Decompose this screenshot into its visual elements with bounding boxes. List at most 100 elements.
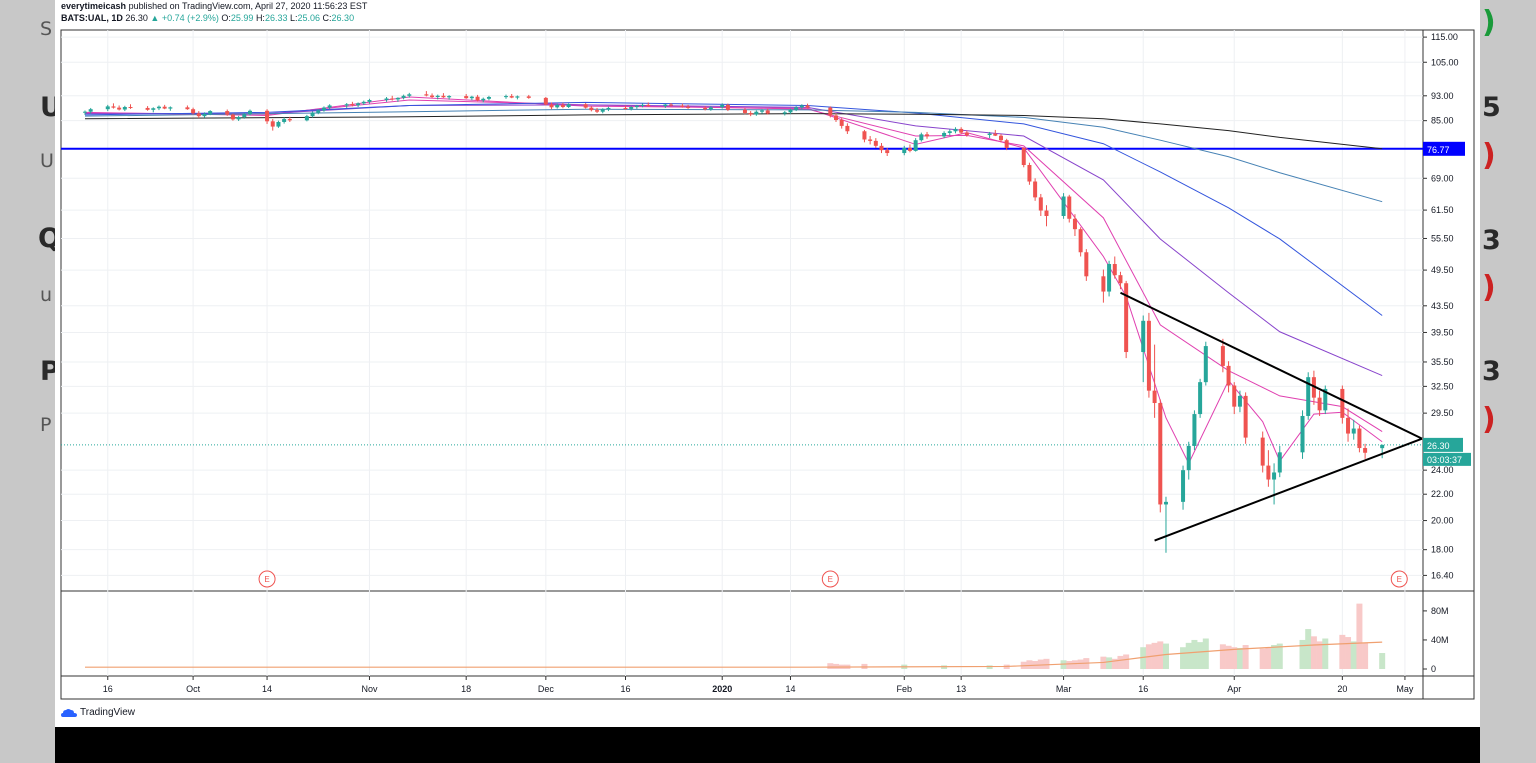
candle-body	[236, 117, 241, 120]
volume-bar	[1071, 660, 1078, 669]
candle	[1260, 431, 1265, 473]
bg-fragment: u	[40, 284, 53, 306]
candle	[191, 107, 196, 115]
candle-body	[862, 131, 867, 140]
candle-body	[247, 110, 252, 115]
volume-bar	[1305, 629, 1312, 669]
candle-body	[1380, 444, 1385, 449]
candle	[1112, 256, 1117, 279]
bg-fragment: P	[40, 414, 52, 436]
candle	[276, 120, 281, 128]
volume-bar	[1316, 641, 1323, 669]
candle	[799, 104, 804, 110]
candle	[885, 147, 890, 156]
candle-body	[1146, 320, 1151, 391]
candle-body	[947, 131, 952, 133]
candle-body	[105, 106, 110, 110]
candle	[202, 112, 207, 118]
candle	[919, 132, 924, 142]
candle-body	[202, 113, 207, 117]
y-tick-label: 69.00	[1431, 173, 1454, 183]
candle-body	[748, 112, 753, 115]
bg-paren: )	[1482, 138, 1496, 173]
candle-body	[1266, 465, 1271, 480]
candle-body	[583, 104, 588, 108]
candle-body	[276, 121, 281, 127]
candle	[566, 103, 571, 108]
candle	[1004, 138, 1009, 151]
candle	[623, 105, 628, 110]
candle	[1152, 344, 1157, 418]
candle	[902, 145, 907, 156]
chart-frame	[60, 29, 1475, 700]
candle-body	[873, 140, 878, 146]
y-tick-label: 22.00	[1431, 489, 1454, 499]
bg-fragment: S	[40, 18, 53, 40]
candle	[282, 117, 287, 124]
author-name[interactable]: everytimeicash	[61, 1, 127, 11]
candle-body	[1323, 388, 1328, 411]
y-tick-label: 29.50	[1431, 408, 1454, 418]
candle	[560, 102, 565, 109]
candle-body	[1067, 196, 1072, 219]
candle	[725, 103, 730, 112]
candle	[310, 111, 315, 118]
candle-body	[1306, 377, 1311, 416]
candle	[475, 94, 480, 102]
candle	[196, 111, 201, 119]
candle-body	[680, 105, 685, 107]
candle-body	[350, 104, 355, 106]
bg-fragment: 5	[1482, 92, 1501, 123]
candle	[515, 95, 520, 100]
candle	[145, 106, 150, 111]
candle	[1061, 193, 1066, 219]
open-label: O:	[221, 13, 231, 23]
candle-body	[435, 95, 440, 97]
volume-bar	[1043, 658, 1050, 669]
candle	[1101, 269, 1106, 303]
candle	[486, 95, 491, 101]
candle-body	[208, 111, 213, 114]
candle-body	[1112, 264, 1117, 276]
candle-body	[441, 95, 446, 98]
bg-paren: )	[1482, 270, 1496, 305]
volume-bar	[1140, 647, 1147, 669]
candle-body	[669, 104, 674, 106]
volume-bar	[1202, 638, 1209, 669]
y-tick-label: 24.00	[1431, 465, 1454, 475]
candle-body	[754, 111, 759, 115]
cloud-logo-icon	[61, 708, 77, 717]
candle	[509, 94, 514, 99]
candle-body	[1124, 283, 1129, 353]
volume-bar	[1066, 661, 1073, 669]
volume-bar	[1185, 642, 1192, 669]
candle	[1186, 441, 1191, 480]
candle-body	[1038, 197, 1043, 211]
volume-bar	[1162, 643, 1169, 669]
moving-average-line	[84, 113, 1383, 150]
candle	[947, 129, 952, 136]
volume-bar	[1345, 637, 1352, 669]
tradingview-logo[interactable]: TradingView	[61, 707, 135, 718]
candle-body	[1084, 252, 1089, 277]
candle-body	[629, 107, 634, 109]
last-price-tag	[1423, 437, 1463, 452]
y-tick-label: 85.00	[1431, 116, 1454, 126]
volume-bar	[1339, 634, 1346, 669]
candle-body	[242, 114, 247, 118]
candle	[1181, 465, 1186, 510]
candle-body	[993, 133, 998, 136]
price-chart[interactable]: 115.00 105.00 93.00 85.00 69.00 61.50 55.50 49.…	[55, 0, 1480, 727]
candle	[680, 103, 685, 108]
x-tick-label: 16	[620, 684, 630, 694]
candle-body	[760, 110, 765, 112]
candle	[703, 106, 708, 111]
candle-body	[196, 113, 201, 117]
volume-bar	[1322, 638, 1329, 669]
volume-average-line	[85, 641, 1383, 668]
last-price-label: 26.30	[1427, 441, 1450, 451]
trendline	[1154, 437, 1423, 542]
candle	[430, 93, 435, 99]
candle-body	[475, 96, 480, 101]
candle	[122, 105, 127, 112]
